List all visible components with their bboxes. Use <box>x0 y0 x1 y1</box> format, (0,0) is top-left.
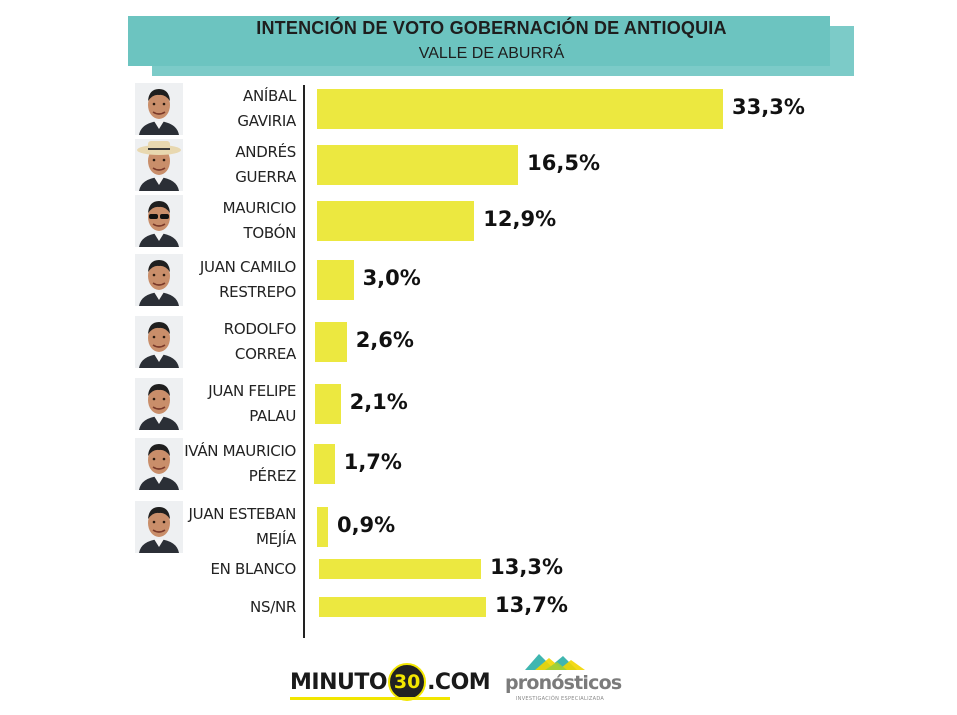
category-label-line2: MEJÍA <box>255 530 296 548</box>
candidate-photo <box>135 254 183 306</box>
category-label-line1: NS/NR <box>250 597 296 616</box>
category-label-line1: MAURICIO <box>222 199 297 217</box>
chart-subtitle: VALLE DE ABURRÁ <box>418 45 565 62</box>
category-label-line2: GUERRA <box>235 168 296 186</box>
category-label: MAURICIO TOBÓN <box>176 196 297 246</box>
bar <box>314 444 335 484</box>
category-label: NS/NR <box>176 595 296 620</box>
bar-value-label: 33,3% <box>732 95 805 119</box>
candidate-photo <box>135 378 183 430</box>
bar-value-label: 0,9% <box>336 513 396 537</box>
category-label: ANÍBAL GAVIRIA <box>176 84 296 134</box>
category-label: JUAN CAMILO RESTREPO <box>176 255 296 305</box>
candidate-photo-sunglasses <box>135 195 183 247</box>
bar-value-label: 13,3% <box>490 555 563 579</box>
category-label-line1: ANÍBAL <box>242 87 296 105</box>
minuto30-logo-right: .COM <box>427 669 491 695</box>
pronosticos-logo: pronósticos INVESTIGACIÓN ESPECIALIZADA <box>505 650 622 705</box>
pronosticos-logo-mark-icon <box>525 654 585 670</box>
category-label-line1: EN BLANCO <box>210 559 296 578</box>
bar-value-label: 2,1% <box>349 390 408 414</box>
category-label-line2: RESTREPO <box>219 283 296 301</box>
candidate-photo <box>135 438 183 490</box>
category-label: IVÁN MAURICIO PÉREZ <box>176 439 296 489</box>
category-label: RODOLFO CORREA <box>176 317 297 367</box>
category-label-line1: IVÁN MAURICIO <box>184 442 296 460</box>
category-label-line1: RODOLFO <box>223 320 297 338</box>
bar <box>319 559 482 579</box>
bar-value-label: 13,7% <box>495 593 568 617</box>
category-label: JUAN ESTEBAN MEJÍA <box>176 502 297 552</box>
bar <box>317 260 354 300</box>
category-label: JUAN FELIPE PALAU <box>176 379 296 429</box>
category-label-line1: JUAN FELIPE <box>208 382 296 400</box>
bar <box>319 597 487 617</box>
bar <box>315 322 347 362</box>
bar <box>317 201 475 241</box>
category-label-line1: JUAN CAMILO <box>199 258 296 276</box>
bar-value-label: 2,6% <box>355 328 414 352</box>
candidate-photo-hat <box>135 139 183 191</box>
bar <box>317 507 328 547</box>
bar-value-label: 16,5% <box>527 151 601 175</box>
bar-value-label: 1,7% <box>343 450 402 474</box>
minuto30-logo-underline <box>290 697 450 700</box>
minuto30-logo-number: 30 <box>393 671 421 693</box>
pronosticos-logo-word: pronósticos <box>505 672 622 694</box>
minuto30-logo-circle: 30 <box>388 663 427 701</box>
candidate-photo <box>135 83 183 135</box>
category-label-line2: CORREA <box>234 345 296 363</box>
candidate-photo <box>135 316 183 368</box>
bar <box>317 145 519 185</box>
bar <box>315 384 341 424</box>
category-label-line1: JUAN ESTEBAN <box>188 505 297 523</box>
category-label: ANDRÉS GUERRA <box>176 140 296 190</box>
category-label-line2: PALAU <box>249 407 296 425</box>
category-label-line2: TOBÓN <box>243 224 296 242</box>
minuto30-logo-left: MINUTO <box>290 669 388 695</box>
y-axis-line <box>303 85 305 638</box>
candidate-photo <box>135 501 183 553</box>
bar-value-label: 12,9% <box>483 207 557 231</box>
chart-title: INTENCIÓN DE VOTO GOBERNACIÓN DE ANTIOQU… <box>256 18 727 38</box>
minuto30-logo: MINUTO 30 .COM <box>290 662 491 702</box>
category-label-line2: GAVIRIA <box>237 112 296 130</box>
pronosticos-logo-subtitle: INVESTIGACIÓN ESPECIALIZADA <box>515 696 605 702</box>
category-label-line1: ANDRÉS <box>235 143 296 161</box>
category-label: EN BLANCO <box>176 557 296 582</box>
bar <box>317 89 723 129</box>
category-label-line2: PÉREZ <box>248 467 297 485</box>
title-banner <box>128 16 830 66</box>
bar-value-label: 3,0% <box>362 266 421 290</box>
